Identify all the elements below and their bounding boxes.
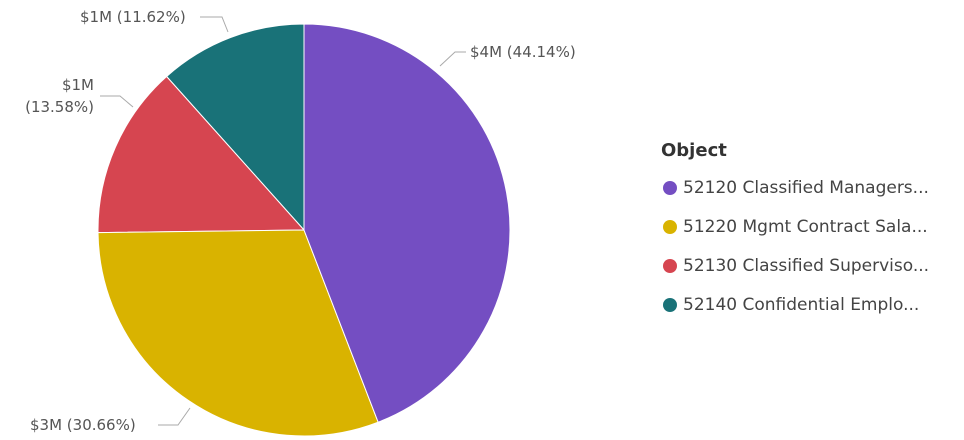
legend-title: Object [661,140,727,161]
legend-marker [663,220,677,234]
data-label: $3M (30.66%) [30,416,136,434]
data-label: $4M (44.14%) [470,43,576,61]
pie-slice [97,229,379,437]
legend-label: 52130 Classified Superviso... [683,256,929,276]
legend-marker [663,298,677,312]
leader-line [158,407,191,426]
leader-line [100,95,134,108]
data-label: $1M (13.58%) [25,76,94,116]
data-label: $1M (11.62%) [80,8,186,26]
legend-label: 52140 Confidential Emplo... [683,295,919,315]
legend-marker [663,181,677,195]
pie-slice [303,23,511,423]
legend-label: 52120 Classified Managers... [683,178,929,198]
legend-marker [663,259,677,273]
pie-slice [165,23,305,232]
leader-line [439,51,466,67]
pie-slice [97,75,306,234]
leader-line [200,16,229,33]
legend-label: 51220 Mgmt Contract Sala... [683,217,928,237]
